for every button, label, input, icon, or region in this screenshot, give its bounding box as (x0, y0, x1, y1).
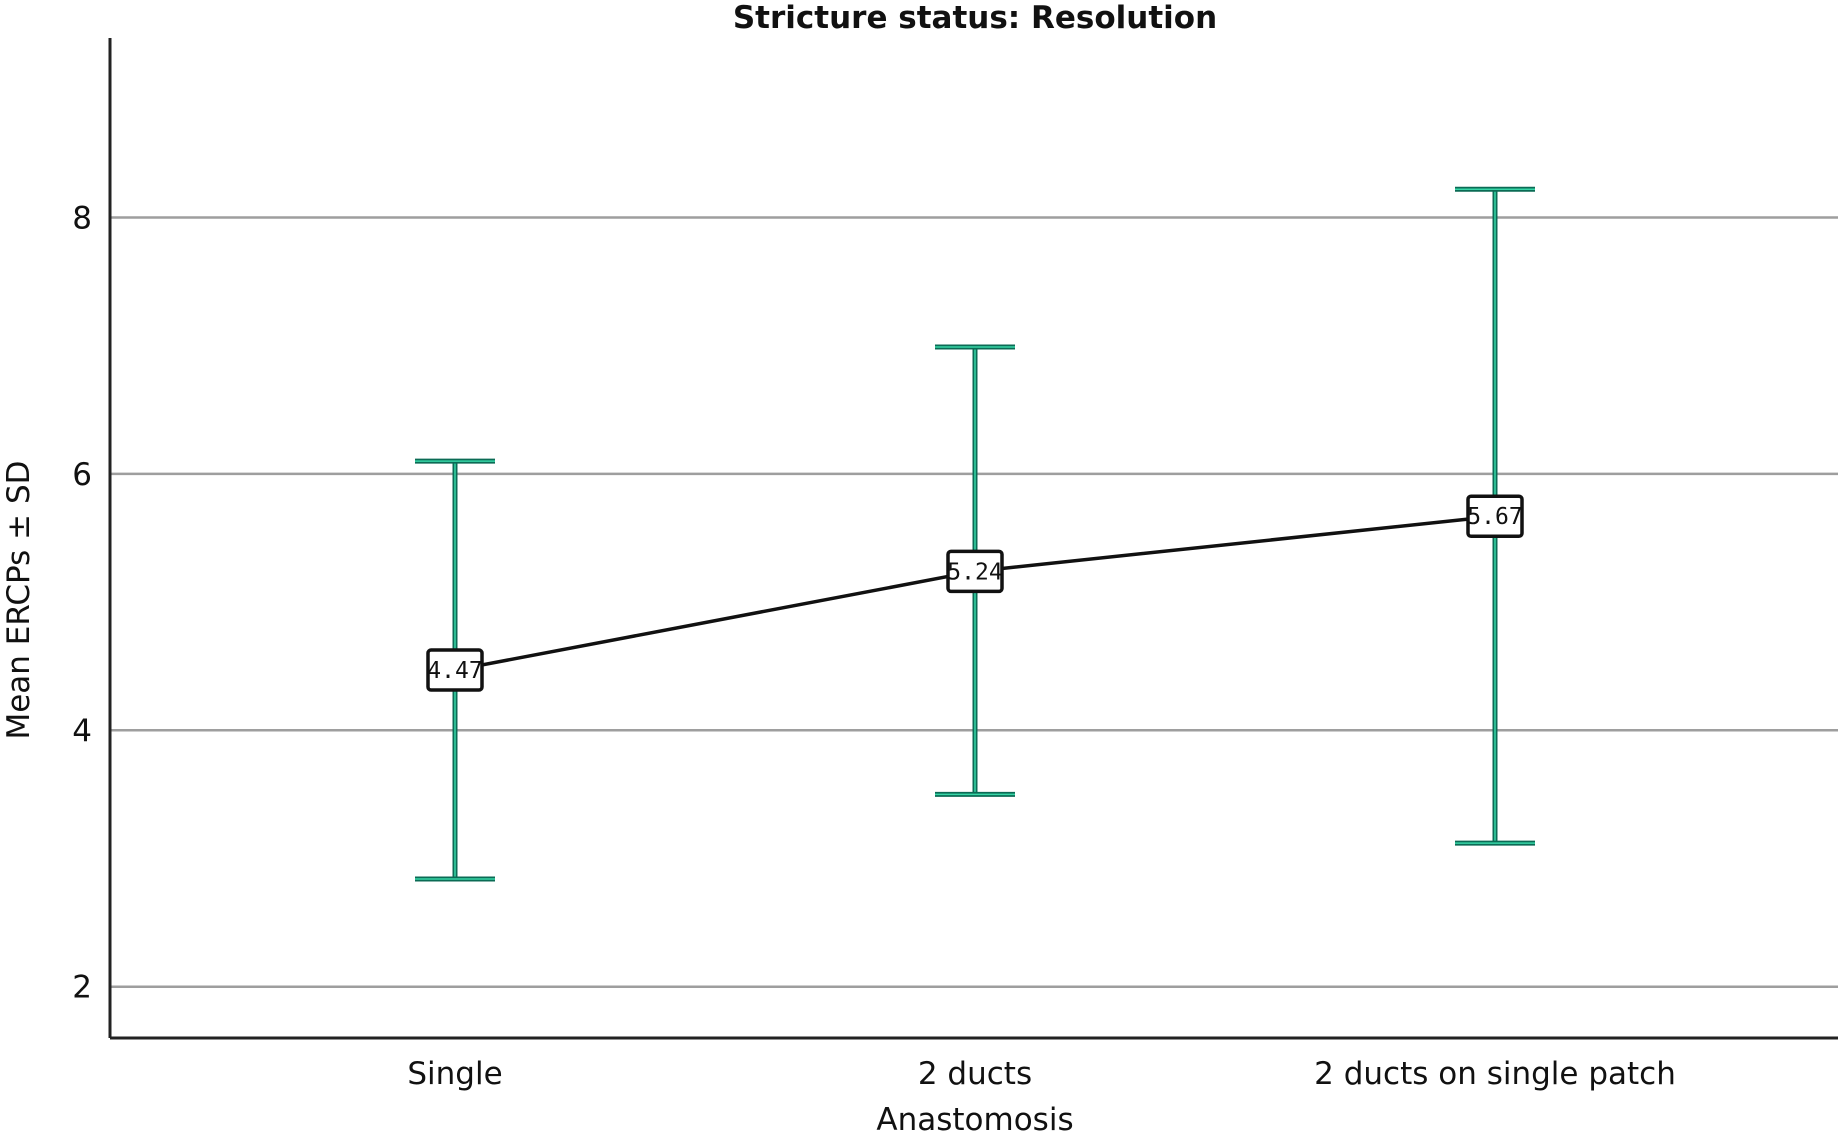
mean-point-2: 5.67 (1466, 494, 1524, 538)
mean-label-box (426, 648, 484, 692)
x-tick-labels: Single 2 ducts 2 ducts on single patch (407, 1056, 1676, 1092)
chart-title: Stricture status: Resolution (733, 0, 1217, 36)
x-tick-label-0: Single (407, 1056, 502, 1092)
x-axis-title: Anastomosis (876, 1102, 1073, 1138)
y-tick-label-4: 4 (72, 713, 92, 749)
mean-point-1: 5.24 (946, 549, 1004, 594)
mean-label-text: 4.47 (427, 658, 482, 684)
x-tick-label-2: 2 ducts on single patch (1314, 1056, 1676, 1092)
y-tick-label-2: 2 (72, 970, 92, 1006)
mean-label-box (946, 549, 1004, 594)
mean-label-text: 5.24 (947, 559, 1002, 585)
error-bars (415, 186, 1535, 882)
mean-label-text: 5.67 (1467, 504, 1522, 530)
x-tick-label-1: 2 ducts (918, 1056, 1032, 1092)
y-axis-title: Mean ERCPs ± SD (1, 460, 37, 739)
mean-point-0: 4.47 (426, 648, 484, 692)
axes (108, 38, 1838, 1040)
y-tick-label-8: 8 (72, 200, 92, 236)
y-tick-labels: 2 4 6 8 (72, 200, 92, 1005)
mean-labels: 4.47 5.24 5.67 (426, 494, 1524, 692)
mean-label-box (1466, 494, 1524, 538)
y-tick-label-6: 6 (72, 457, 92, 493)
